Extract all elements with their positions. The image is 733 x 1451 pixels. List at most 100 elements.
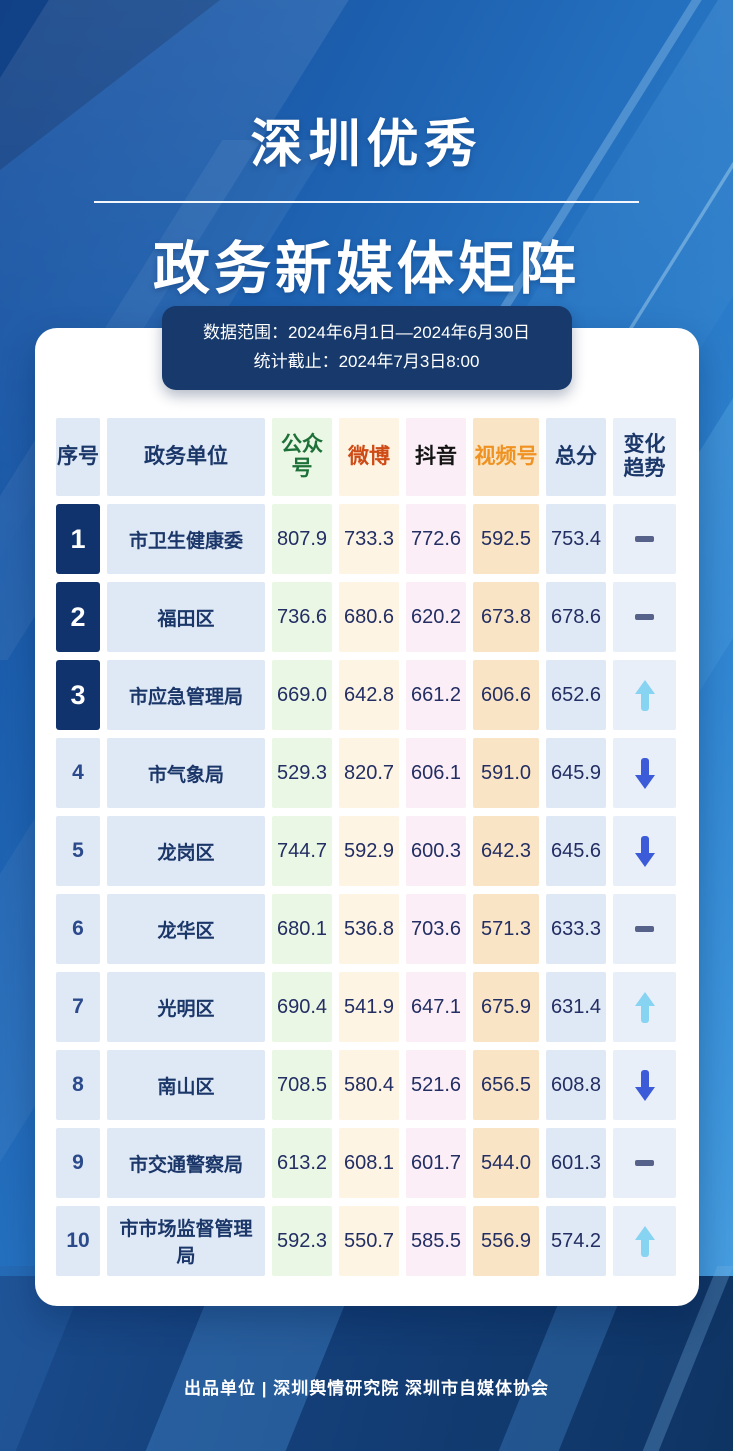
shipinhao-score: 673.8 xyxy=(473,582,539,652)
douyin-score: 661.2 xyxy=(406,660,466,730)
total-score: 645.9 xyxy=(546,738,606,808)
shipinhao-score: 571.3 xyxy=(473,894,539,964)
total-score: 645.6 xyxy=(546,816,606,886)
unit-cell: 光明区 xyxy=(107,972,265,1042)
gongzhonghao-score: 592.3 xyxy=(272,1206,332,1276)
total-score: 574.2 xyxy=(546,1206,606,1276)
douyin-score: 585.5 xyxy=(406,1206,466,1276)
title-line2: 政务新媒体矩阵 xyxy=(153,237,580,301)
trend-cell xyxy=(613,894,676,964)
unit-cell: 福田区 xyxy=(107,582,265,652)
gongzhonghao-score: 669.0 xyxy=(272,660,332,730)
weibo-score: 580.4 xyxy=(339,1050,399,1120)
table-row: 3 市应急管理局 669.0 642.8 661.2 606.6 652.6 xyxy=(56,660,678,730)
rank-cell: 1 xyxy=(56,504,100,574)
weibo-score: 680.6 xyxy=(339,582,399,652)
rank-cell: 7 xyxy=(56,972,100,1042)
trend-down-icon xyxy=(634,1069,655,1101)
table-row: 6 龙华区 680.1 536.8 703.6 571.3 633.3 xyxy=(56,894,678,964)
table-row: 7 光明区 690.4 541.9 647.1 675.9 631.4 xyxy=(56,972,678,1042)
trend-up-icon xyxy=(634,991,655,1023)
header-douyin: 抖音 xyxy=(406,418,466,496)
trend-cell xyxy=(613,1050,676,1120)
header-rank: 序号 xyxy=(56,418,100,496)
header-gongzhonghao: 公众号 xyxy=(272,418,332,496)
title-line1: 深圳优秀 xyxy=(250,116,483,174)
table-row: 9 市交通警察局 613.2 608.1 601.7 544.0 601.3 xyxy=(56,1128,678,1198)
rank-cell: 6 xyxy=(56,894,100,964)
total-score: 631.4 xyxy=(546,972,606,1042)
gongzhonghao-score: 690.4 xyxy=(272,972,332,1042)
rank-cell: 3 xyxy=(56,660,100,730)
total-score: 601.3 xyxy=(546,1128,606,1198)
date-range-badge: 数据范围：2024年6月1日—2024年6月30日 统计截止：2024年7月3日… xyxy=(161,306,572,391)
douyin-score: 600.3 xyxy=(406,816,466,886)
unit-cell: 市卫生健康委 xyxy=(107,504,265,574)
trend-cell xyxy=(613,1206,676,1276)
total-score: 608.8 xyxy=(546,1050,606,1120)
rank-cell: 4 xyxy=(56,738,100,808)
date-range-line: 数据范围：2024年6月1日—2024年6月30日 xyxy=(203,323,530,342)
shipinhao-score: 606.6 xyxy=(473,660,539,730)
gongzhonghao-score: 529.3 xyxy=(272,738,332,808)
trend-flat-icon xyxy=(635,614,654,620)
shipinhao-score: 642.3 xyxy=(473,816,539,886)
header-weibo: 微博 xyxy=(339,418,399,496)
unit-cell: 市应急管理局 xyxy=(107,660,265,730)
weibo-score: 541.9 xyxy=(339,972,399,1042)
rank-cell: 8 xyxy=(56,1050,100,1120)
trend-flat-icon xyxy=(635,536,654,542)
table-row: 2 福田区 736.6 680.6 620.2 673.8 678.6 xyxy=(56,582,678,652)
trend-cell xyxy=(613,972,676,1042)
douyin-score: 521.6 xyxy=(406,1050,466,1120)
douyin-score: 703.6 xyxy=(406,894,466,964)
table-row: 1 市卫生健康委 807.9 733.3 772.6 592.5 753.4 xyxy=(56,504,678,574)
page-title: 深圳优秀 政务新媒体矩阵 xyxy=(0,102,733,305)
douyin-score: 601.7 xyxy=(406,1128,466,1198)
trend-up-icon xyxy=(634,1225,655,1257)
douyin-score: 606.1 xyxy=(406,738,466,808)
gongzhonghao-score: 736.6 xyxy=(272,582,332,652)
trend-up-icon xyxy=(634,679,655,711)
trend-cell xyxy=(613,1128,676,1198)
shipinhao-score: 556.9 xyxy=(473,1206,539,1276)
shipinhao-score: 675.9 xyxy=(473,972,539,1042)
douyin-score: 620.2 xyxy=(406,582,466,652)
weibo-score: 642.8 xyxy=(339,660,399,730)
header-total: 总分 xyxy=(546,418,606,496)
shipinhao-score: 656.5 xyxy=(473,1050,539,1120)
table-row: 8 南山区 708.5 580.4 521.6 656.5 608.8 xyxy=(56,1050,678,1120)
weibo-score: 608.1 xyxy=(339,1128,399,1198)
unit-cell: 市交通警察局 xyxy=(107,1128,265,1198)
ranking-card: 序号 政务单位 公众号 微博 抖音 视频号 总分 变化趋势 1 市卫生健康委 8… xyxy=(35,328,699,1306)
table-header-row: 序号 政务单位 公众号 微博 抖音 视频号 总分 变化趋势 xyxy=(56,418,678,496)
trend-flat-icon xyxy=(635,1160,654,1166)
gongzhonghao-score: 807.9 xyxy=(272,504,332,574)
unit-cell: 龙华区 xyxy=(107,894,265,964)
header-shipinhao: 视频号 xyxy=(473,418,539,496)
gongzhonghao-score: 680.1 xyxy=(272,894,332,964)
producer-credit: 出品单位 | 深圳舆情研究院 深圳市自媒体协会 xyxy=(184,1379,549,1398)
total-score: 652.6 xyxy=(546,660,606,730)
unit-cell: 市气象局 xyxy=(107,738,265,808)
shipinhao-score: 592.5 xyxy=(473,504,539,574)
trend-down-icon xyxy=(634,757,655,789)
trend-down-icon xyxy=(634,835,655,867)
rank-cell: 2 xyxy=(56,582,100,652)
trend-cell xyxy=(613,504,676,574)
rank-cell: 10 xyxy=(56,1206,100,1276)
header-unit: 政务单位 xyxy=(107,418,265,496)
weibo-score: 536.8 xyxy=(339,894,399,964)
trend-cell xyxy=(613,582,676,652)
total-score: 678.6 xyxy=(546,582,606,652)
weibo-score: 820.7 xyxy=(339,738,399,808)
unit-cell: 龙岗区 xyxy=(107,816,265,886)
trend-cell xyxy=(613,660,676,730)
weibo-score: 550.7 xyxy=(339,1206,399,1276)
rank-cell: 5 xyxy=(56,816,100,886)
gongzhonghao-score: 744.7 xyxy=(272,816,332,886)
shipinhao-score: 591.0 xyxy=(473,738,539,808)
table-row: 4 市气象局 529.3 820.7 606.1 591.0 645.9 xyxy=(56,738,678,808)
title-divider xyxy=(94,201,639,203)
